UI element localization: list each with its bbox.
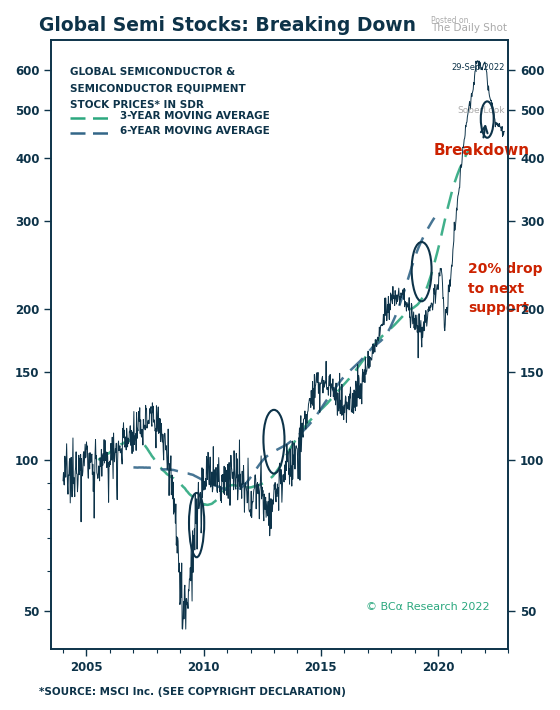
Text: The Daily Shot: The Daily Shot: [431, 23, 507, 33]
Text: GLOBAL SEMICONDUCTOR &: GLOBAL SEMICONDUCTOR &: [69, 67, 235, 77]
Text: Breakdown: Breakdown: [433, 126, 529, 158]
Text: SoberLook: SoberLook: [458, 106, 505, 114]
Text: 20% drop
to next
support: 20% drop to next support: [469, 262, 543, 315]
Text: *SOURCE: MSCI Inc. (SEE COPYRIGHT DECLARATION): *SOURCE: MSCI Inc. (SEE COPYRIGHT DECLAR…: [39, 687, 346, 697]
Text: © BCα Research 2022: © BCα Research 2022: [366, 602, 490, 612]
Text: STOCK PRICES* IN SDR: STOCK PRICES* IN SDR: [69, 100, 203, 110]
Text: 6-YEAR MOVING AVERAGE: 6-YEAR MOVING AVERAGE: [120, 126, 269, 136]
Text: SEMICONDUCTOR EQUIPMENT: SEMICONDUCTOR EQUIPMENT: [69, 84, 245, 94]
Text: 3-YEAR MOVING AVERAGE: 3-YEAR MOVING AVERAGE: [120, 111, 269, 121]
Text: Posted on: Posted on: [431, 16, 469, 25]
Text: Global Semi Stocks: Breaking Down: Global Semi Stocks: Breaking Down: [39, 16, 416, 35]
Text: 29-Sep-2022: 29-Sep-2022: [451, 63, 505, 72]
